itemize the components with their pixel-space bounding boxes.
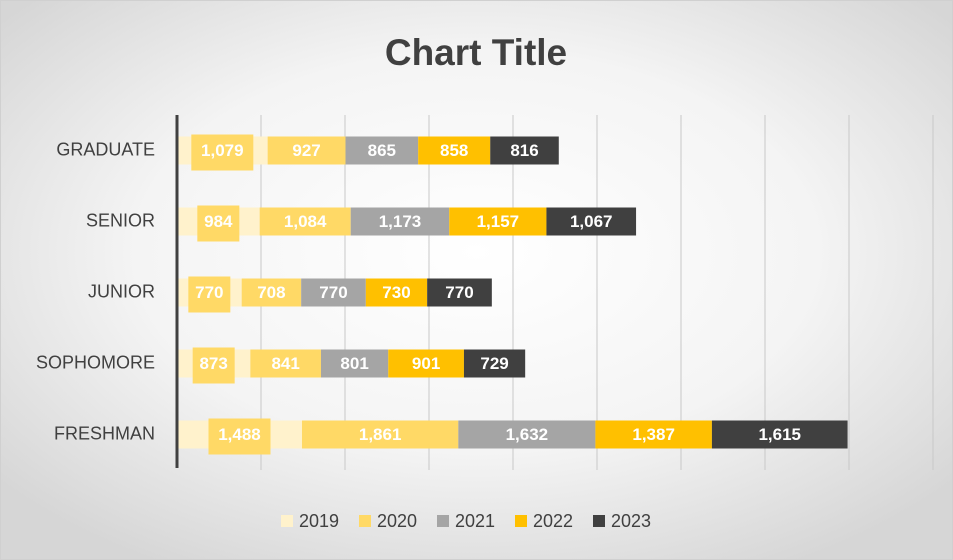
y-tick-label: FRESHMAN	[54, 423, 155, 443]
data-label-box	[192, 347, 235, 384]
y-tick-label: GRADUATE	[56, 139, 155, 159]
data-label: 1,067	[570, 212, 613, 231]
legend-swatch	[515, 515, 527, 527]
bar-segment	[250, 349, 321, 378]
data-label: 816	[510, 141, 538, 160]
bar-segment	[267, 136, 346, 165]
bar-segment	[458, 420, 596, 449]
bar-segment	[301, 420, 459, 449]
data-label: 1,173	[379, 212, 422, 231]
bar-segment	[301, 278, 366, 307]
data-label: 1,157	[477, 212, 520, 231]
y-tick-label: JUNIOR	[88, 281, 155, 301]
legend-label: 2019	[299, 511, 339, 531]
data-label: 770	[195, 283, 223, 302]
bar-segment	[345, 136, 419, 165]
bar-segment	[546, 207, 637, 236]
data-label: 1,615	[758, 425, 801, 444]
chart-title: Chart Title	[385, 32, 567, 73]
bar-segment	[350, 207, 450, 236]
data-label: 927	[292, 141, 320, 160]
bar-segment	[388, 349, 464, 378]
data-label: 858	[440, 141, 468, 160]
bar-segment	[463, 349, 526, 378]
data-label: 873	[199, 354, 227, 373]
bar-segment	[320, 349, 389, 378]
data-label: 841	[271, 354, 299, 373]
y-tick-label: SOPHOMORE	[36, 352, 155, 372]
data-label: 984	[204, 212, 233, 231]
bar-segment	[259, 207, 351, 236]
data-label-box	[191, 134, 254, 171]
data-label: 730	[382, 283, 410, 302]
legend-swatch	[281, 515, 293, 527]
data-label: 729	[480, 354, 508, 373]
legend-label: 2022	[533, 511, 573, 531]
legend-swatch	[359, 515, 371, 527]
bar-segment	[449, 207, 547, 236]
data-label-box	[208, 418, 271, 455]
bar-segment	[241, 278, 302, 307]
data-label: 1,632	[506, 425, 549, 444]
data-label: 708	[257, 283, 285, 302]
data-label: 1,861	[359, 425, 402, 444]
legend-label: 2021	[455, 511, 495, 531]
data-label: 1,387	[632, 425, 675, 444]
data-label-box	[197, 205, 240, 242]
data-label: 901	[412, 354, 440, 373]
legend-swatch	[437, 515, 449, 527]
data-label-box	[188, 276, 231, 313]
y-tick-label: SENIOR	[86, 210, 155, 230]
legend-swatch	[593, 515, 605, 527]
data-label: 865	[368, 141, 396, 160]
bar-segment	[490, 136, 559, 165]
bar-segment	[595, 420, 712, 449]
data-label: 1,079	[201, 141, 244, 160]
legend-label: 2023	[611, 511, 651, 531]
bar-segment	[365, 278, 428, 307]
data-label: 801	[340, 354, 368, 373]
bar-segment	[711, 420, 848, 449]
data-label: 1,084	[284, 212, 327, 231]
data-label: 770	[319, 283, 347, 302]
bar-segment	[418, 136, 491, 165]
data-label: 1,488	[218, 425, 261, 444]
data-label: 770	[445, 283, 473, 302]
legend-label: 2020	[377, 511, 417, 531]
bar-segment	[427, 278, 492, 307]
